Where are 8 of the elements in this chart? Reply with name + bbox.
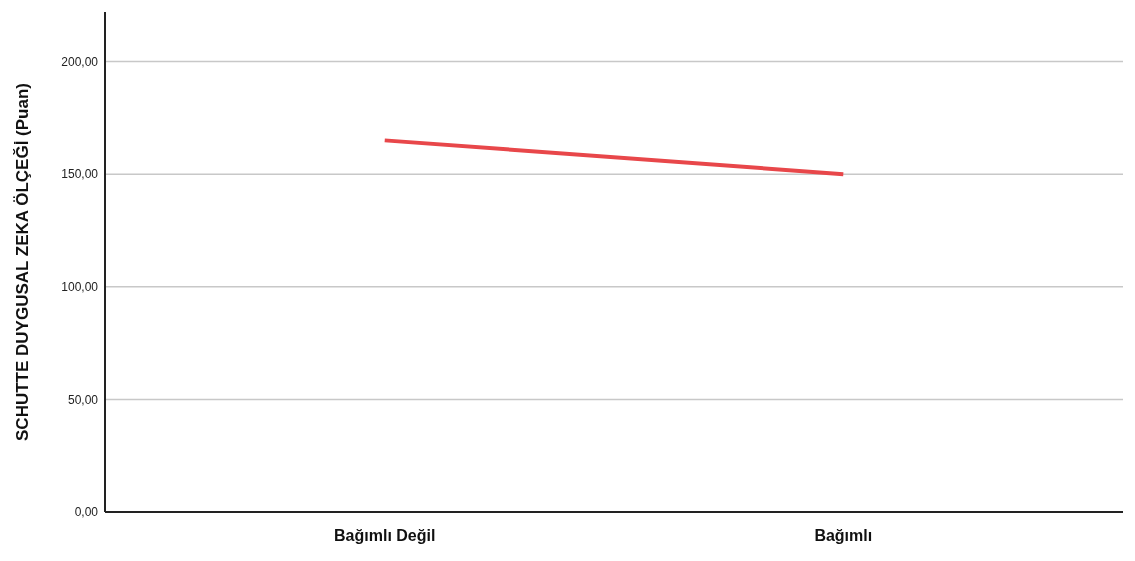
x-tick-label: Bağımlı Değil bbox=[334, 527, 436, 544]
y-tick-label: 50,00 bbox=[67, 392, 99, 407]
y-tick-label: 150,00 bbox=[61, 167, 99, 182]
y-tick-label: 200,00 bbox=[61, 54, 99, 69]
x-tick-label: Bağımlı bbox=[814, 527, 873, 544]
y-tick-label: 100,00 bbox=[61, 279, 99, 294]
y-axis-title: SCHUTTE DUYGUSAL ZEKA ÖLÇEĞİ (Puan) bbox=[13, 83, 32, 441]
y-tick-label: 0,00 bbox=[74, 505, 99, 520]
